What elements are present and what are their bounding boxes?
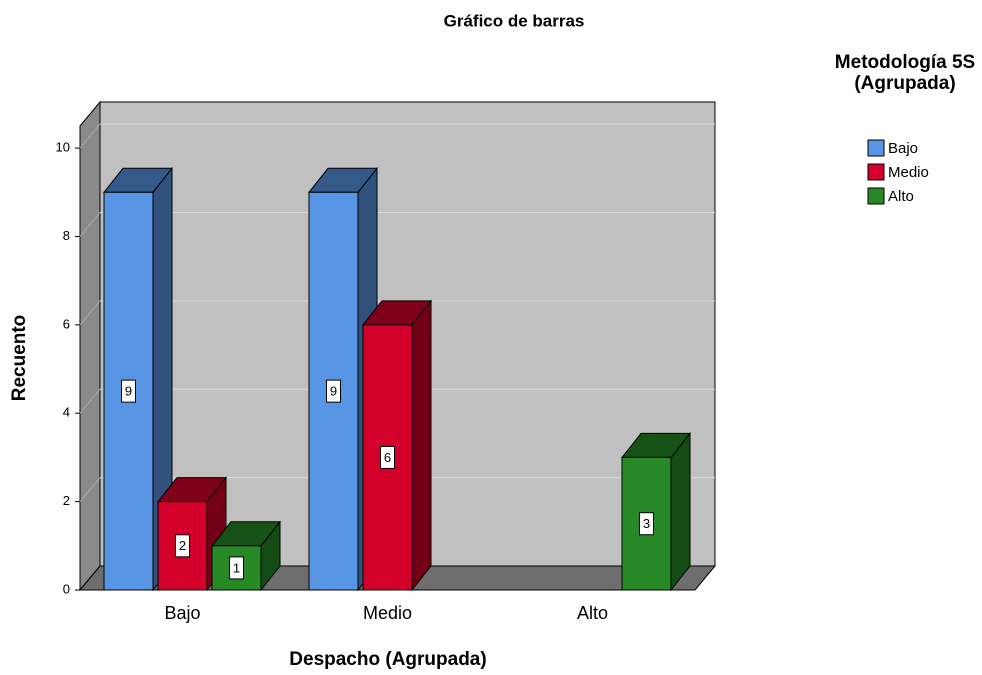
bar-side <box>670 431 691 592</box>
legend-swatch <box>867 139 885 157</box>
value-label: 3 <box>643 516 650 531</box>
bar <box>620 431 692 592</box>
y-tick-label: 4 <box>63 405 70 420</box>
y-tick-label: 6 <box>63 316 70 331</box>
value-label-box <box>175 534 190 558</box>
chart-title: Gráfico de barras <box>444 11 585 30</box>
y-tick-label: 8 <box>63 228 70 243</box>
y-tick-label: 0 <box>63 581 70 596</box>
bar <box>361 299 433 592</box>
bar-front <box>621 456 672 591</box>
legend-label: Bajo <box>888 140 918 157</box>
bar <box>102 166 174 592</box>
grid-line <box>79 123 101 149</box>
x-axis-label: Despacho (Agrupada) <box>289 649 486 670</box>
value-label-box <box>326 379 341 403</box>
value-label: 9 <box>125 384 132 399</box>
value-label: 2 <box>179 538 186 553</box>
value-label: 9 <box>330 384 337 399</box>
value-label-box <box>380 445 395 469</box>
x-tick-label: Alto <box>577 603 608 623</box>
value-label-box <box>121 379 136 403</box>
grid-line <box>79 477 101 502</box>
legend-label: Alto <box>888 188 914 205</box>
legend-swatch <box>867 163 885 181</box>
value-label: 1 <box>233 560 240 575</box>
legend-label: Medio <box>888 164 929 181</box>
x-tick-label: Bajo <box>164 603 200 623</box>
y-tick-label: 10 <box>56 140 70 155</box>
value-label-box <box>229 556 244 580</box>
value-label: 6 <box>384 450 391 465</box>
bar-side <box>411 299 432 592</box>
grid-line <box>79 388 101 414</box>
y-tick-label: 2 <box>63 493 70 508</box>
grid-line <box>79 300 101 326</box>
y-axis-label: Recuento <box>9 315 30 402</box>
value-label-box <box>639 512 654 536</box>
bar <box>210 520 282 592</box>
left-wall <box>79 100 101 592</box>
legend-swatch <box>867 187 885 205</box>
x-tick-label: Medio <box>363 603 412 623</box>
legend-title: Metodología 5S (Agrupada) <box>834 52 976 94</box>
grid-line <box>79 212 101 237</box>
